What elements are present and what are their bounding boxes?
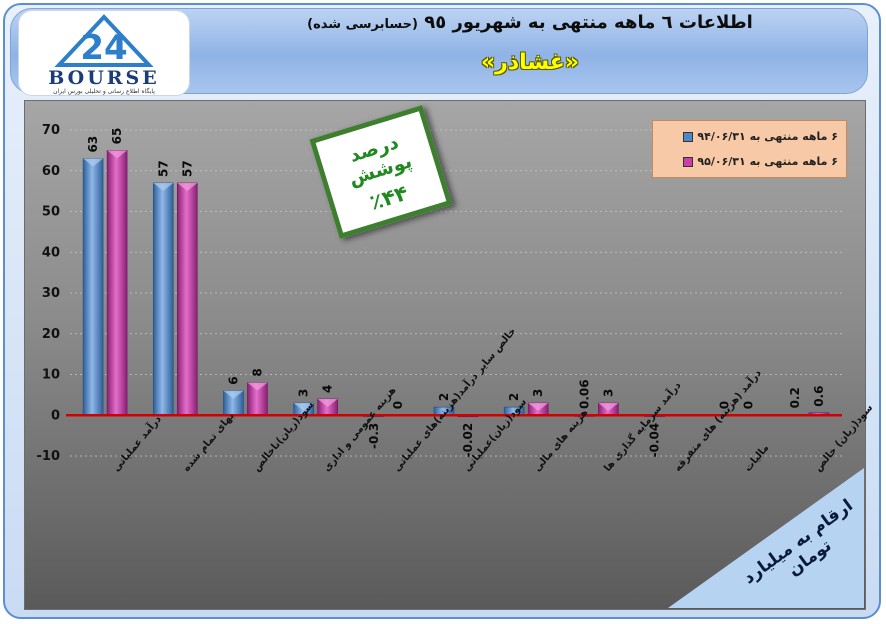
bar-cap-s2-1	[177, 182, 198, 191]
company-symbol: «غشاذر»	[480, 50, 580, 75]
title-main: اطلاعات ٦ ماهه منتهی به شهریور ٩٥	[424, 12, 753, 33]
y-tick-label: 40	[42, 245, 60, 260]
category-label-6: هزینه های مالی	[532, 407, 590, 474]
unit-note: ارقام به میلیارد تومان	[668, 468, 864, 608]
data-label-s2-0: 65	[110, 128, 124, 145]
data-label-s2-10: 0.6	[812, 386, 826, 407]
title-note: (حسابرسی شده)	[307, 17, 418, 32]
bar-cap-s2-2	[247, 382, 268, 391]
bar-cap-s1-1	[153, 182, 174, 191]
data-label-s1-3: 3	[297, 389, 311, 397]
category-label-4: خالص سایر درآمد(هزینه)های عملیاتی	[390, 325, 518, 474]
bar-cap-s1-3	[293, 403, 314, 412]
data-label-s1-4: -0.3	[367, 423, 381, 449]
bar-cap-s2-3	[317, 398, 338, 407]
data-label-s2-1: 57	[180, 160, 194, 177]
logo-mark-icon: 24	[54, 14, 154, 68]
data-label-s2-4: 0	[391, 401, 405, 409]
data-label-s1-5: 2	[437, 393, 451, 401]
bar-cap-s1-2	[223, 390, 244, 399]
y-tick-label: 10	[42, 368, 60, 383]
bar-s2-0	[106, 150, 128, 416]
y-tick-label: 20	[42, 327, 60, 342]
data-label-s1-7: 0.06	[577, 379, 591, 409]
y-tick-label: 50	[42, 205, 60, 220]
bar-cap-s1-0	[83, 158, 104, 167]
legend-swatch-2	[683, 156, 694, 167]
data-label-s1-2: 6	[226, 376, 240, 384]
legend-item-2: ۶ ماهه منتهی به ۹۵/۰۶/۳۱	[683, 155, 838, 168]
y-tick-label: 30	[42, 286, 60, 301]
data-label-s1-0: 63	[86, 136, 100, 153]
data-label-s2-3: 4	[321, 385, 335, 393]
data-label-s1-1: 57	[156, 160, 170, 177]
legend-item-1: ۶ ماهه منتهی به ۹۴/۰۶/۳۱	[683, 130, 838, 143]
bar-cap-s2-7	[598, 403, 619, 412]
data-label-s2-2: 8	[250, 368, 264, 376]
bar-s1-1	[152, 182, 174, 416]
category-label-3: هزینه عمومی و اداری	[322, 385, 399, 474]
data-label-s1-8: -0.04	[648, 423, 662, 458]
y-tick-label: 60	[42, 164, 60, 179]
bourse-logo: 24 BOURSE پایگاه اطلاع رسانی و تحلیلی بو…	[18, 10, 190, 96]
chart-legend: ۶ ماهه منتهی به ۹۴/۰۶/۳۱ ۶ ماهه منتهی به…	[652, 120, 847, 178]
y-tick-label: 0	[51, 408, 60, 423]
bar-s1-0	[82, 158, 104, 416]
y-tick-label: -10	[37, 449, 61, 464]
logo-text: BOURSE	[48, 67, 160, 89]
data-label-s1-9: 0	[718, 401, 732, 409]
bar-cap-s2-6	[528, 403, 549, 412]
page-title: اطلاعات ٦ ماهه منتهی به شهریور ٩٥ (حسابر…	[200, 12, 860, 33]
legend-label-2: ۶ ماهه منتهی به ۹۵/۰۶/۳۱	[697, 155, 838, 168]
data-label-s2-6: 3	[531, 389, 545, 397]
category-label-0: درآمد عملیاتی	[109, 413, 163, 474]
category-label-1: بهای تمام شده	[181, 411, 237, 474]
data-label-s2-9: 0	[742, 401, 756, 409]
legend-label-1: ۶ ماهه منتهی به ۹۴/۰۶/۳۱	[697, 130, 838, 143]
data-label-s2-5: -0.02	[461, 423, 475, 458]
data-label-s1-10: 0.2	[788, 387, 802, 408]
svg-text:24: 24	[80, 28, 127, 68]
y-tick-label: 70	[42, 123, 60, 138]
legend-swatch-1	[683, 131, 694, 142]
logo-subtitle: پایگاه اطلاع رسانی و تحلیلی بورس ایران	[53, 88, 155, 95]
data-label-s1-6: 2	[507, 393, 521, 401]
bar-s2-1	[176, 182, 198, 416]
bar-cap-s2-0	[107, 150, 128, 159]
data-label-s2-7: 3	[601, 389, 615, 397]
